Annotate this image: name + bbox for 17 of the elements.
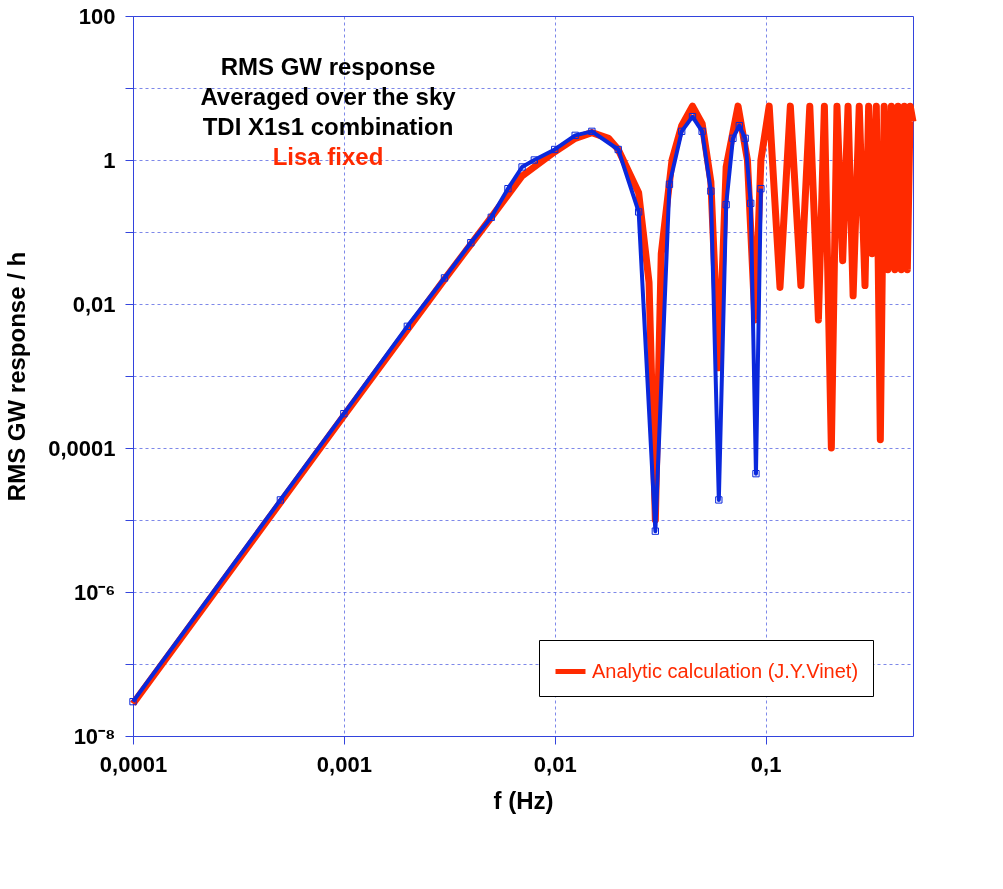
annotation: TDI X1s1 combination	[202, 113, 454, 140]
y-tick-label: 100	[78, 3, 116, 29]
y-tick-label: 10⁻⁸	[73, 723, 116, 749]
x-tick-label: 0,1	[750, 751, 782, 777]
y-tick-label: 10⁻⁶	[73, 579, 116, 605]
x-tick-label: 0,001	[316, 751, 372, 777]
y-tick-label: 0,0001	[48, 435, 116, 461]
text: RMS GW response	[220, 53, 436, 80]
y-axis-title: RMS GW response / h	[3, 251, 31, 502]
legend-label: Analytic calculation (J.Y.Vinet)	[592, 659, 859, 682]
x-axis-title: f (Hz)	[493, 786, 554, 814]
annotation: Averaged over the sky	[200, 83, 457, 110]
y-tick-label: 0,01	[72, 291, 116, 317]
x-tick-label: 0,01	[533, 751, 577, 777]
y-tick-label: 1	[103, 147, 116, 173]
x-tick-label: 0,0001	[99, 751, 168, 777]
annotation: Lisa fixed	[272, 143, 384, 170]
